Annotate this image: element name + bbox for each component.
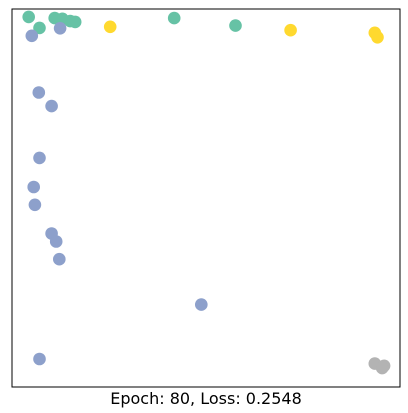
scatter-point-2-9 (53, 252, 66, 266)
scatter-point-2-1 (53, 22, 67, 35)
scatter-point-2-10 (195, 298, 208, 311)
scatter-point-2-8 (49, 235, 63, 248)
scatter-point-0-6 (167, 11, 181, 25)
scatter-point-0-5 (68, 15, 82, 29)
scatter-point-1-1 (284, 23, 297, 37)
scatter-point-2-4 (33, 151, 46, 165)
scatter-point-0-1 (33, 21, 46, 35)
plot-area-frame (11, 8, 401, 388)
scatter-point-2-2 (32, 86, 46, 99)
x-axis-label: Epoch: 80, Loss: 0.2548 (110, 389, 302, 408)
scatter-point-2-0 (25, 29, 39, 43)
scatter-point-2-5 (27, 180, 40, 194)
scatter-point-1-0 (103, 20, 117, 34)
scatter-point-3-2 (375, 361, 389, 375)
data-points (22, 10, 391, 375)
scatter-point-2-6 (28, 198, 42, 212)
scatter-point-1-3 (371, 31, 384, 44)
scatter-point-2-11 (33, 352, 46, 366)
scatter-point-0-0 (22, 10, 35, 24)
scatter-point-0-7 (229, 19, 242, 32)
scatter-point-2-3 (45, 99, 58, 113)
